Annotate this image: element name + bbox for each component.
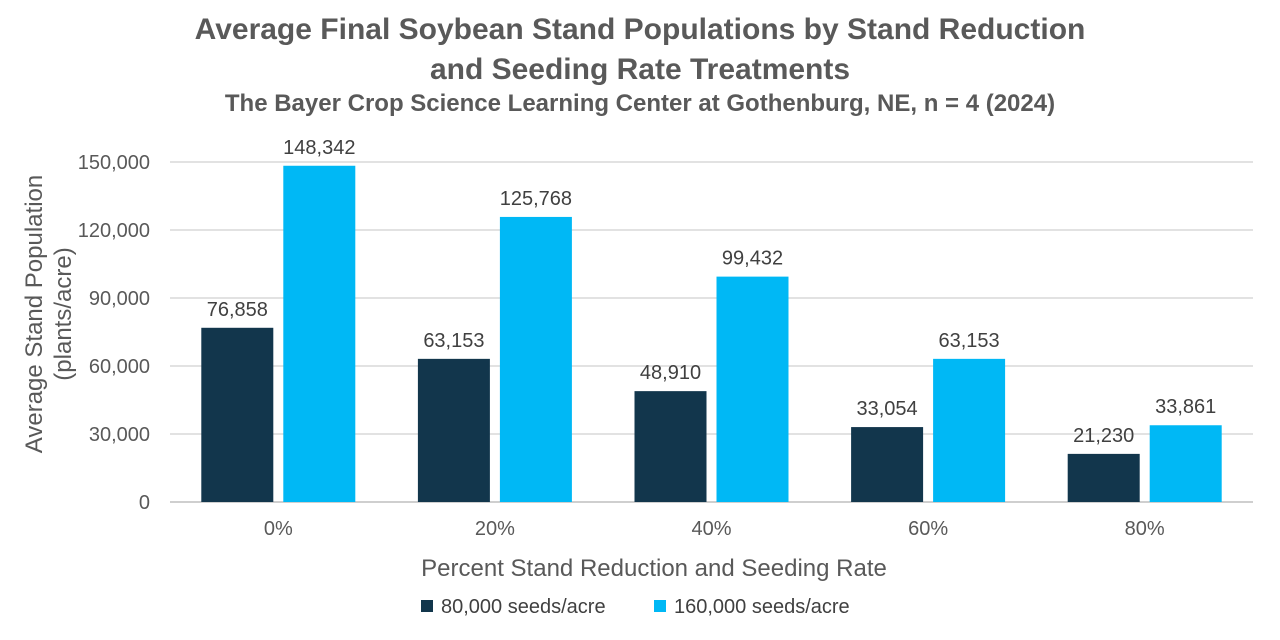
x-tick-label: 60% bbox=[908, 518, 948, 540]
data-label: 125,768 bbox=[500, 188, 572, 210]
data-label: 48,910 bbox=[640, 362, 701, 384]
bar-80k-4 bbox=[1067, 453, 1140, 502]
x-tick-label: 20% bbox=[475, 518, 515, 540]
legend: 80,000 seeds/acre 160,000 seeds/acre bbox=[421, 596, 850, 618]
bar-80k-0 bbox=[201, 327, 274, 502]
y-tick-label: 120,000 bbox=[78, 220, 150, 242]
x-tick-label: 40% bbox=[691, 518, 731, 540]
data-label: 21,230 bbox=[1073, 425, 1134, 447]
bar-80k-1 bbox=[417, 358, 490, 502]
x-axis-ticks: 0% 20% 40% 60% 80% bbox=[264, 518, 1165, 540]
bar-160k-0 bbox=[283, 165, 356, 503]
bar-80k-2 bbox=[634, 391, 707, 502]
y-tick-label: 60,000 bbox=[89, 356, 150, 378]
bars bbox=[201, 165, 1222, 503]
chart-subtitle: The Bayer Crop Science Learning Center a… bbox=[224, 90, 1056, 117]
y-tick-label: 90,000 bbox=[89, 288, 150, 310]
data-label: 33,861 bbox=[1155, 396, 1216, 418]
legend-swatch-80k bbox=[421, 600, 433, 612]
bar-80k-3 bbox=[851, 427, 924, 502]
data-label: 76,858 bbox=[207, 299, 268, 321]
data-label: 63,153 bbox=[939, 330, 1000, 352]
bar-160k-1 bbox=[499, 216, 572, 502]
legend-label-160k: 160,000 seeds/acre bbox=[674, 596, 850, 618]
y-axis-label-line2: (plants/acre) bbox=[50, 247, 77, 380]
data-label: 63,153 bbox=[423, 330, 484, 352]
y-tick-label: 30,000 bbox=[89, 424, 150, 446]
y-axis-ticks: 0 30,000 60,000 90,000 120,000 150,000 bbox=[78, 152, 150, 514]
chart-title-line1: Average Final Soybean Stand Populations … bbox=[194, 13, 1086, 46]
y-tick-label: 0 bbox=[139, 492, 150, 514]
data-label: 99,432 bbox=[722, 248, 783, 270]
y-axis-label-line1: Average Stand Population bbox=[21, 175, 48, 453]
x-tick-label: 0% bbox=[264, 518, 293, 540]
legend-label-80k: 80,000 seeds/acre bbox=[441, 596, 606, 618]
data-label: 33,054 bbox=[857, 398, 918, 420]
bar-160k-2 bbox=[716, 276, 789, 502]
bar-160k-3 bbox=[933, 358, 1006, 502]
y-tick-label: 150,000 bbox=[78, 152, 150, 174]
legend-swatch-160k bbox=[654, 600, 666, 612]
data-labels: 76,858 148,342 63,153 125,768 48,910 99,432 33… bbox=[207, 137, 1217, 447]
x-axis-label: Percent Stand Reduction and Seeding Rate bbox=[421, 555, 887, 582]
chart-title-line2: and Seeding Rate Treatments bbox=[429, 53, 851, 86]
data-label: 148,342 bbox=[283, 137, 355, 159]
bar-160k-4 bbox=[1149, 425, 1222, 502]
x-tick-label: 80% bbox=[1125, 518, 1165, 540]
